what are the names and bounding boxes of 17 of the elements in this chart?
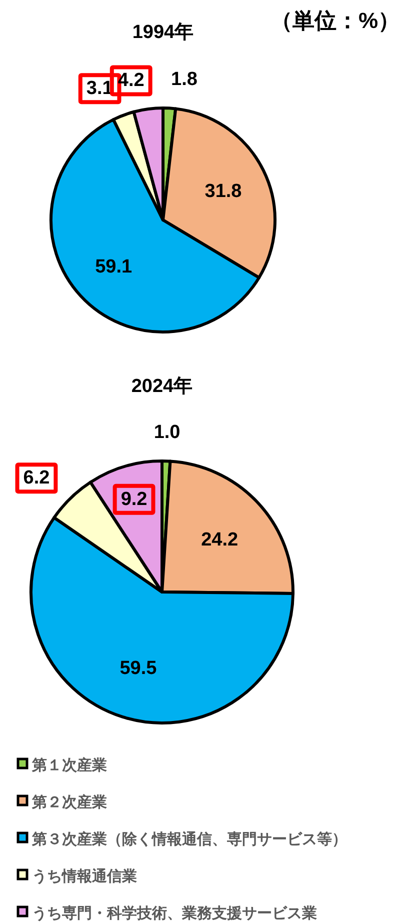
legend-label: うち専門・科学技術、業務支援サービス業	[32, 905, 317, 922]
chart-title: 2024年	[131, 376, 193, 397]
data-label: 1.0	[154, 422, 180, 444]
data-label: 59.5	[120, 658, 158, 679]
chart-title: 1994年	[132, 22, 194, 43]
data-label: 59.1	[95, 256, 132, 278]
data-label: 24.2	[201, 530, 238, 551]
data-label: 6.2	[23, 468, 50, 489]
legend-label: 第３次産業（除く情報通信、専門サービス等）	[31, 830, 347, 848]
text: （単位：%）	[270, 8, 400, 33]
data-label: 3.1	[86, 78, 114, 100]
legend-label: 第２次産業	[31, 793, 107, 811]
legend-label: うち情報通信業	[32, 868, 137, 885]
legend-label: 第１次産業	[31, 756, 107, 774]
data-label: 31.8	[204, 181, 242, 202]
data-label: 9.2	[120, 488, 148, 510]
data-label: 1.8	[171, 69, 198, 90]
